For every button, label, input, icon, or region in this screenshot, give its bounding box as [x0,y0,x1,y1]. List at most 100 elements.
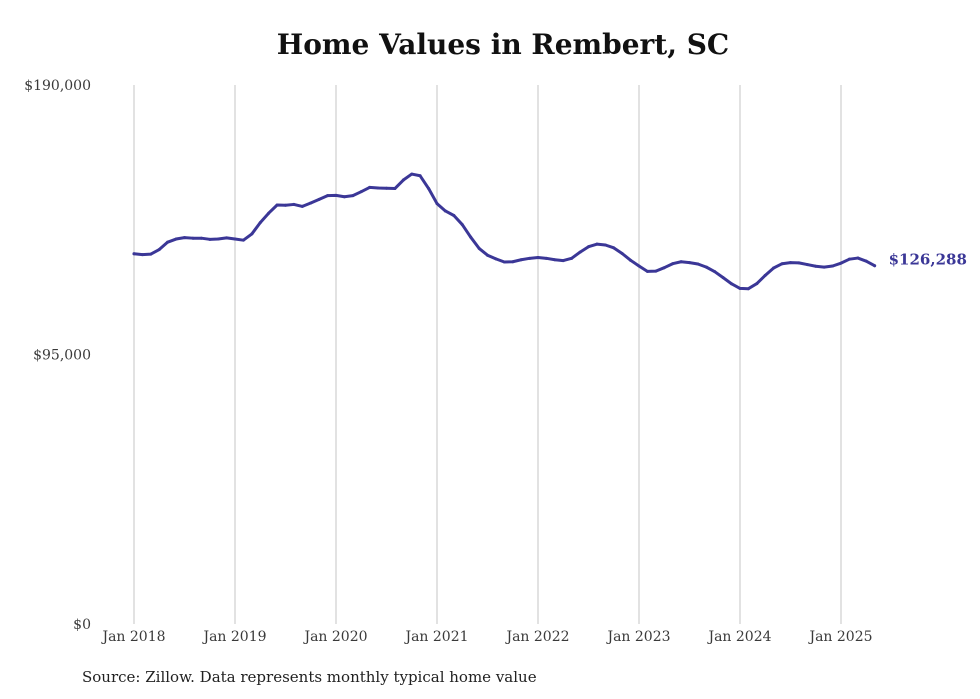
data-point [789,261,792,265]
data-point [814,264,818,268]
data-point [755,282,759,286]
data-point [486,253,489,257]
data-point [174,237,178,241]
data-point [528,256,532,260]
data-point [587,245,590,249]
data-point [309,201,313,205]
data-point [654,269,658,273]
data-point [216,237,220,241]
data-point [258,221,262,225]
data-point [612,246,616,250]
data-point [326,194,330,198]
data-point [317,197,321,201]
data-point [629,258,633,262]
data-point [620,252,624,256]
data-point [671,262,675,266]
data-point [376,186,380,190]
x-tick-label: Jan 2021 [403,629,468,645]
data-point [772,266,776,270]
data-point [561,259,565,263]
data-point [662,266,666,270]
data-point [704,265,708,269]
data-point [494,257,498,261]
x-axis-tick-labels: Jan 2018 Jan 2019 Jan 2020 Jan 2021 Jan 2022… [100,629,872,645]
data-point [225,236,229,240]
data-point [502,260,506,264]
data-point [183,236,186,240]
data-point [746,287,750,291]
data-point [300,204,304,208]
data-point [536,255,540,259]
data-point [847,257,851,261]
data-point [292,202,296,206]
series-layer [132,172,877,291]
data-point [544,256,548,260]
data-point [645,269,649,273]
data-point [368,185,372,189]
data-point [511,260,515,264]
gridlines [133,85,842,624]
data-point [452,213,456,217]
data-point [443,209,447,213]
data-point [418,174,422,178]
data-point [763,273,767,277]
x-tick-label: Jan 2023 [605,629,670,645]
data-point [342,195,346,199]
data-point [688,261,691,265]
data-point [570,256,574,260]
data-point [427,187,431,191]
data-point [401,178,405,182]
x-tick-label: Jan 2020 [302,629,367,645]
data-point [140,253,144,257]
data-point [822,265,826,269]
data-point [797,261,801,265]
line-chart: $0$95,000$190,000 Jan 2018 Jan 2019 Jan 20… [24,78,967,645]
data-point [393,187,397,191]
data-point [435,202,439,206]
data-point [553,258,557,262]
data-point [856,256,860,260]
y-tick-label: $95,000 [33,348,91,364]
data-point [250,232,254,236]
data-point [603,243,607,247]
x-tick-label: Jan 2022 [504,629,569,645]
data-point [149,252,153,256]
data-point [738,286,742,290]
y-axis-tick-labels: $0 $95,000 $190,000 [24,78,91,633]
data-point [284,203,287,207]
data-point [578,250,582,254]
data-point [334,193,338,197]
data-point [351,194,355,198]
end-value-label: $126,288 [889,251,967,269]
data-point [267,211,271,215]
data-point [477,246,481,250]
data-point [679,260,683,264]
data-point [166,240,170,244]
data-point [873,264,877,268]
data-point [519,258,523,262]
chart-title: Home Values in Rembert, SC [276,28,730,61]
data-point [410,172,414,176]
data-point [713,270,717,274]
data-point [275,203,279,207]
data-point [132,252,136,256]
x-tick-label: Jan 2018 [100,629,165,645]
data-point [385,186,388,190]
end-label-layer: $126,288 [889,251,967,269]
data-point [460,223,464,227]
x-tick-label: Jan 2019 [201,629,266,645]
data-point [208,237,212,241]
data-point [637,264,641,268]
x-tick-label: Jan 2025 [807,629,872,645]
data-point [780,262,784,266]
y-tick-label: $0 [73,617,91,633]
y-tick-label: $190,000 [24,78,91,94]
x-tick-label: Jan 2024 [706,629,771,645]
data-point [359,190,363,194]
data-point [730,282,734,286]
data-point [233,237,237,241]
data-point [839,261,843,265]
source-note: Source: Zillow. Data represents monthly … [82,668,537,686]
data-point [241,238,245,242]
